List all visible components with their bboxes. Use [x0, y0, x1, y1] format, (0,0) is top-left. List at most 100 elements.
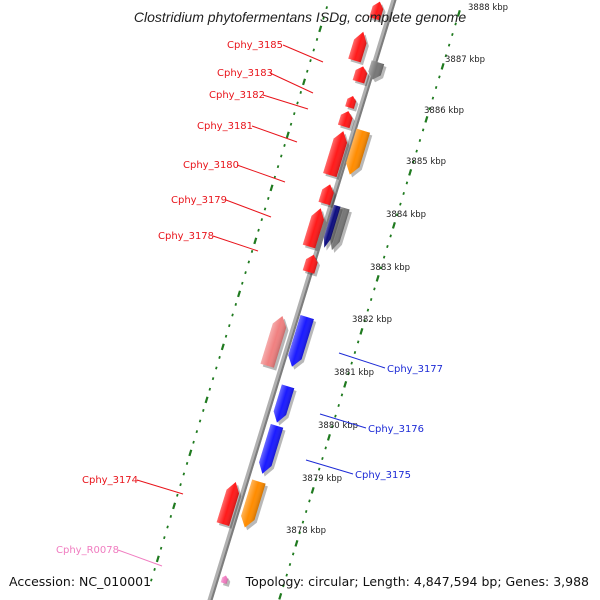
gene-label-cphy-3175[interactable]: Cphy_3175 [355, 470, 411, 481]
tick-mark [218, 355, 221, 359]
tick-mark [347, 372, 350, 376]
tick-mark [454, 22, 457, 26]
tick-mark [208, 387, 212, 391]
gene-highlight [259, 424, 284, 474]
tick-mark [176, 493, 179, 497]
kbp-label: 3879 kbp [302, 474, 342, 484]
gene-highlight [323, 204, 341, 248]
tick-mark [322, 16, 325, 20]
gene-cphy-r0078[interactable] [220, 575, 232, 587]
gene-cphy-3175[interactable] [256, 424, 287, 478]
tick-mark [283, 143, 286, 147]
tick-mark [330, 425, 334, 429]
tick-mark [353, 351, 357, 355]
gene-cphy-3174[interactable] [216, 480, 245, 529]
gene-label-cphy-3181[interactable]: Cphy_3181 [197, 121, 253, 132]
tick-mark [260, 218, 264, 222]
kbp-label: 3885 kbp [406, 157, 446, 167]
gene-cphy-3182a[interactable] [345, 95, 361, 112]
gene-label-cphy-r0078[interactable]: Cphy_R0078 [56, 545, 119, 556]
gene-cphy-3177-blue[interactable] [285, 315, 317, 372]
gene-label-cphy-3183[interactable]: Cphy_3183 [217, 68, 273, 79]
tick-mark [269, 184, 274, 192]
tick-mark [278, 592, 283, 600]
tick-mark [285, 573, 288, 577]
tick-mark [314, 478, 318, 482]
gene-highlight [369, 1, 384, 21]
tick-mark [408, 168, 413, 176]
kbp-label: 3882 kbp [352, 315, 392, 325]
gene-label-cphy-3176[interactable]: Cphy_3176 [368, 424, 424, 435]
tick-mark [276, 165, 280, 169]
tick-mark [195, 430, 199, 434]
gene-cphy-3181[interactable] [323, 129, 353, 180]
tick-mark [359, 327, 364, 335]
tick-mark [334, 414, 337, 418]
gene-label-cphy-3179[interactable]: Cphy_3179 [171, 195, 227, 206]
gene-features [216, 0, 388, 587]
gene-cphy-3180[interactable] [318, 183, 339, 209]
tick-mark [244, 271, 247, 275]
kbp-label: 3881 kbp [334, 368, 374, 378]
gene-cphy-3179-gray[interactable] [327, 206, 353, 255]
gene-cphy-3186[interactable] [369, 0, 388, 24]
tick-mark [185, 461, 189, 465]
gene-highlight [318, 184, 334, 206]
gene-label-cphy-3182[interactable]: Cphy_3182 [209, 90, 265, 101]
tick-mark [438, 75, 441, 79]
gene-highlight [288, 315, 314, 367]
tick-mark [241, 281, 244, 285]
gene-cphy-3178a[interactable] [302, 253, 322, 277]
gene-label-cphy-3174[interactable]: Cphy_3174 [82, 475, 138, 486]
tick-mark [301, 520, 305, 524]
tick-mark [215, 366, 218, 370]
tick-mark [298, 531, 301, 535]
gene-highlight [220, 575, 228, 585]
gene-label-cphy-3178[interactable]: Cphy_3178 [158, 231, 214, 242]
kbp-label: 3888 kbp [468, 3, 508, 13]
tick-mark [285, 131, 290, 139]
gene-cphy-3178[interactable] [302, 206, 330, 252]
tick-mark [321, 457, 324, 461]
gene-label-cphy-3185[interactable]: Cphy_3185 [227, 40, 283, 51]
tick-mark [306, 69, 309, 73]
gene-cphy-3185[interactable] [348, 30, 373, 66]
tick-mark [326, 433, 331, 441]
gene-cphy-3181-orange[interactable] [343, 128, 373, 180]
gene-highlight [348, 31, 367, 63]
gene-cphy-3179-blue[interactable] [320, 204, 343, 252]
gene-cphy-3184[interactable] [366, 60, 387, 84]
tick-mark [224, 334, 228, 338]
gene-label-cphy-3177[interactable]: Cphy_3177 [387, 364, 443, 375]
tick-mark [325, 6, 328, 10]
tick-mark [405, 181, 409, 185]
tick-mark [312, 48, 315, 52]
tick-mark [257, 228, 260, 232]
tick-mark [428, 107, 431, 111]
tick-mark [293, 112, 296, 116]
gene-cphy-3177-salmon[interactable] [260, 314, 292, 371]
gene-highlight [260, 316, 287, 368]
tick-mark [282, 584, 285, 588]
tick-mark [415, 149, 418, 153]
tick-mark [391, 221, 396, 229]
tick-mark [294, 539, 299, 547]
gene-cphy-3182[interactable] [337, 109, 357, 131]
tick-mark [220, 343, 225, 351]
tick-mark [356, 340, 360, 344]
gene-cphy-3176[interactable] [270, 384, 297, 427]
gene-cphy-3183[interactable] [352, 65, 372, 87]
topology-text: Topology: circular; Length: 4,847,594 bp… [245, 574, 589, 589]
kbp-label: 3886 kbp [424, 106, 464, 116]
tick-mark [310, 486, 315, 494]
tick-mark [366, 308, 370, 312]
tick-mark [456, 9, 461, 17]
accession-text: Accession: NC_010001 [9, 574, 151, 589]
tick-mark [451, 33, 454, 37]
gene-label-cphy-3180[interactable]: Cphy_3180 [183, 160, 239, 171]
gene-cphy-3174-orange[interactable] [238, 479, 269, 533]
tick-mark [379, 266, 383, 270]
tick-mark [389, 234, 392, 238]
tick-mark [421, 128, 425, 132]
gene-highlight [302, 208, 324, 249]
